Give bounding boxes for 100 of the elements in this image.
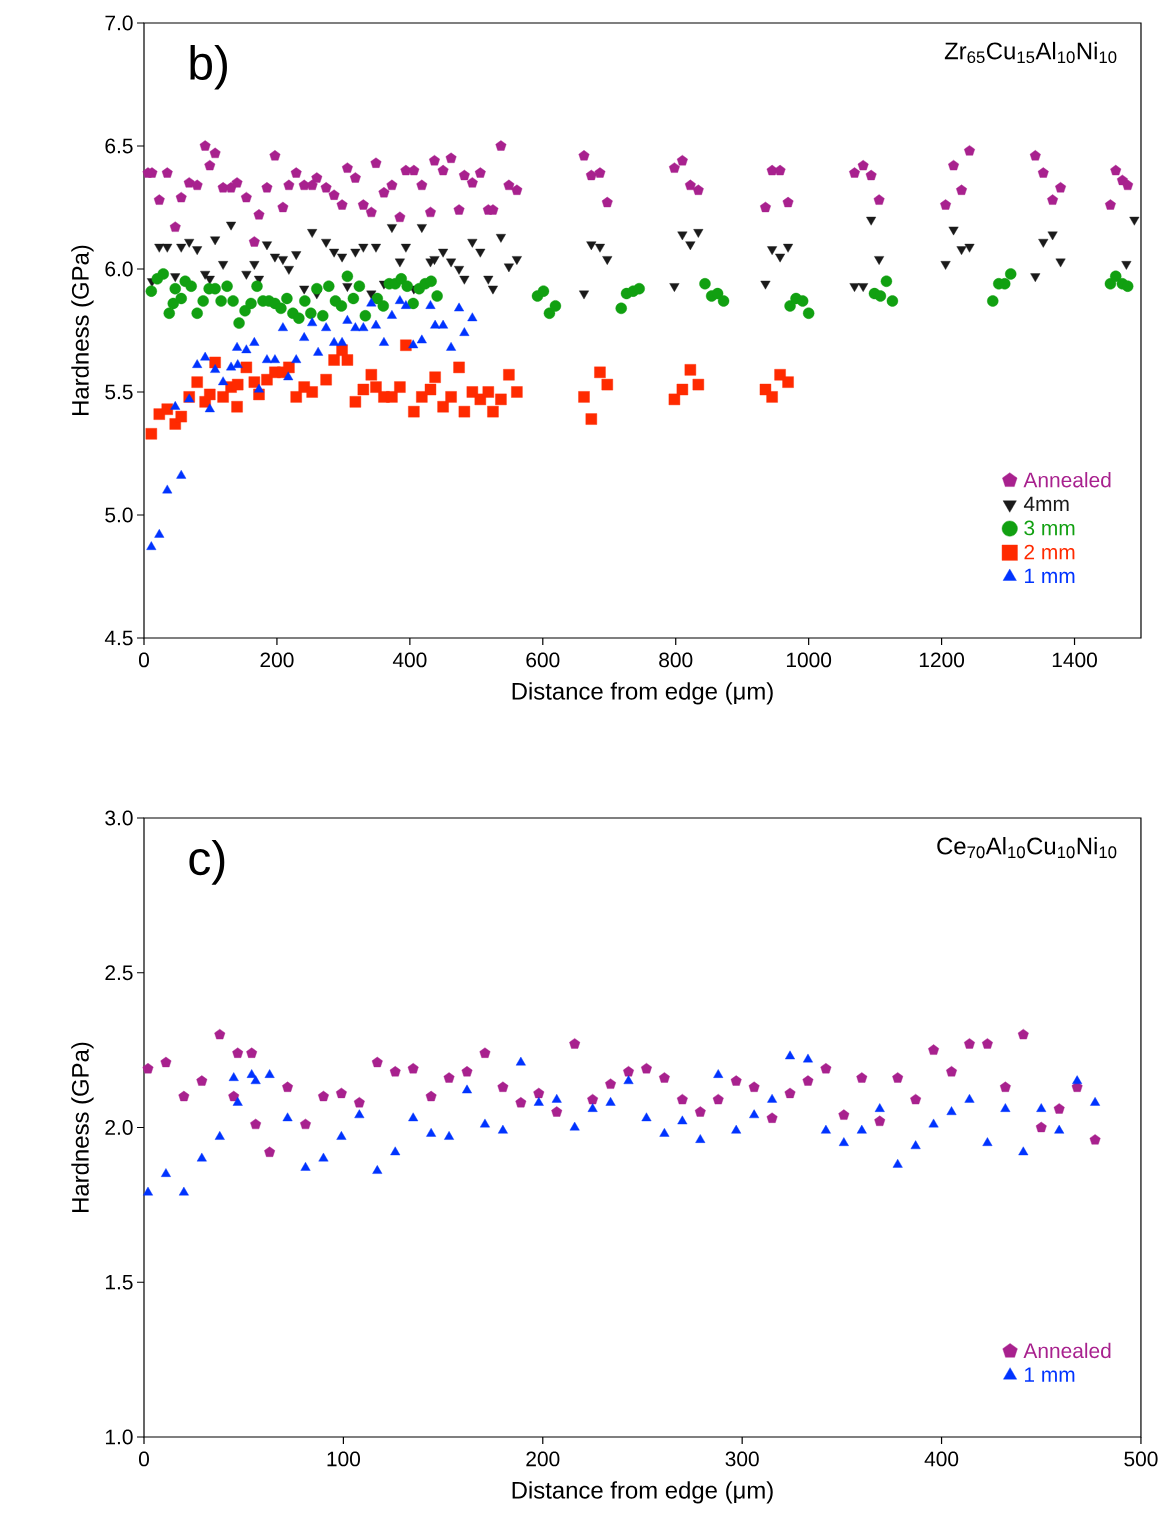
point [408, 1112, 419, 1122]
point [964, 1038, 975, 1049]
point [712, 1093, 724, 1105]
point [300, 1118, 311, 1130]
point [282, 1112, 293, 1122]
point [416, 334, 427, 344]
point [378, 337, 389, 346]
point [587, 1093, 599, 1105]
point [695, 1134, 706, 1143]
point [329, 337, 340, 346]
point [142, 1062, 154, 1074]
point [232, 342, 243, 351]
point [170, 401, 181, 410]
point [838, 1137, 849, 1146]
point [749, 1109, 760, 1119]
point [250, 1075, 261, 1085]
point [748, 1081, 760, 1092]
point [910, 1093, 922, 1105]
point [371, 1056, 383, 1068]
x-tick-label: 600 [526, 652, 560, 668]
point [214, 1028, 226, 1040]
point [443, 1072, 455, 1083]
point [641, 1062, 652, 1074]
point [874, 1103, 885, 1112]
point [551, 1093, 562, 1103]
point [342, 314, 353, 324]
point [430, 319, 441, 329]
point [372, 1165, 383, 1174]
point [200, 351, 211, 361]
point [533, 1097, 544, 1106]
point [446, 342, 457, 351]
point [658, 1072, 670, 1083]
point [196, 1152, 207, 1162]
point [178, 1186, 189, 1196]
point [143, 1186, 153, 1196]
x-tick-label: 0 [139, 652, 149, 668]
y-tick-label: 4.5 [104, 630, 133, 646]
legend-label: 1 mm [1024, 1367, 1075, 1382]
x-tick-label: 1000 [786, 652, 832, 668]
point [981, 1038, 993, 1049]
point [1017, 1028, 1029, 1040]
point [892, 1158, 903, 1168]
point [318, 1152, 329, 1162]
point [1053, 1103, 1065, 1114]
point [479, 1118, 490, 1128]
point [1018, 1146, 1029, 1156]
point [350, 322, 361, 331]
point [269, 354, 280, 363]
point [515, 1056, 526, 1066]
y-tick-label: 2.0 [105, 1120, 133, 1135]
point [497, 1124, 508, 1134]
point [277, 322, 288, 331]
point [425, 1090, 437, 1102]
point [1036, 1103, 1047, 1112]
point [982, 1137, 993, 1146]
point [461, 1066, 473, 1077]
point [250, 1118, 262, 1130]
point [1035, 1121, 1047, 1133]
point [321, 322, 332, 331]
point [820, 1062, 832, 1074]
x-tick-label: 500 [1124, 1451, 1158, 1467]
point [160, 1056, 172, 1068]
y-tick-label: 6.0 [105, 261, 133, 277]
point [1054, 1124, 1065, 1134]
point [353, 1097, 365, 1108]
y-tick-label: 5.5 [105, 384, 133, 400]
point [820, 1124, 831, 1134]
point [587, 1103, 598, 1112]
x-tick-label: 1400 [1052, 652, 1097, 668]
point [291, 354, 302, 363]
point [313, 346, 324, 356]
y-tick-label: 6.5 [105, 138, 133, 154]
point [946, 1106, 957, 1115]
point [785, 1050, 795, 1060]
y-tick-label: 1.0 [105, 1429, 133, 1445]
point [389, 1066, 401, 1077]
point [497, 1081, 509, 1092]
y-tick-label: 7.0 [105, 15, 133, 31]
point [1000, 1103, 1011, 1112]
point [928, 1118, 939, 1128]
legend-label: Annealed [1023, 1342, 1111, 1359]
point [605, 1097, 616, 1106]
point [262, 354, 272, 363]
point [569, 1121, 580, 1131]
annotation: b) [190, 44, 227, 90]
y-axis-title: Hardness (GPa) [71, 1042, 94, 1212]
point [162, 484, 173, 494]
point [838, 1109, 850, 1120]
point [218, 376, 229, 386]
point [335, 1087, 347, 1099]
point [551, 1106, 563, 1117]
point [713, 1069, 724, 1078]
point [390, 1146, 401, 1156]
point [371, 319, 381, 329]
point [677, 1115, 688, 1125]
point [623, 1066, 634, 1077]
legend-label: 1 mm [1025, 568, 1075, 584]
x-tick-label: 1200 [919, 652, 965, 668]
point [515, 1097, 527, 1108]
point [425, 300, 436, 309]
